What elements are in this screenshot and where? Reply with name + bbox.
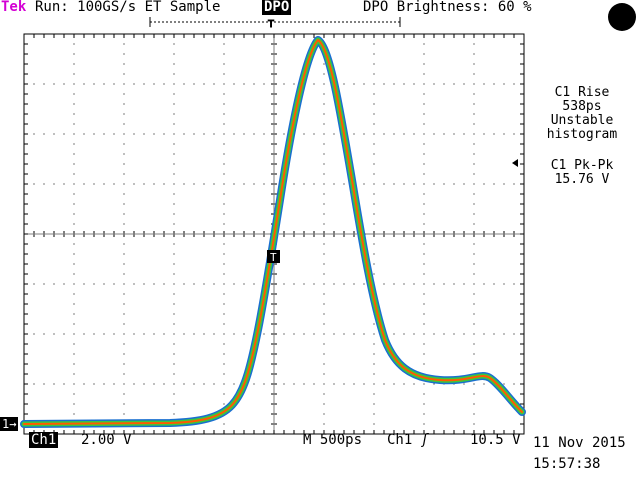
trigger-source-label: Ch1 xyxy=(387,432,413,448)
acquisition-status-indicator xyxy=(608,3,636,31)
rising-edge-icon: ʃ xyxy=(420,432,430,448)
measurement-rise: C1 Rise 538ps Unstable histogram xyxy=(527,86,637,142)
waveform-layer-2 xyxy=(23,39,523,425)
channel-label[interactable]: Ch1 xyxy=(29,432,59,448)
dpo-brightness: DPO Brightness: 60 % xyxy=(363,0,532,15)
timebase: M 500ps xyxy=(303,432,363,448)
trigger-marker[interactable]: T xyxy=(267,250,280,264)
ch1-ground-marker[interactable]: 1→ xyxy=(0,417,19,431)
measurement-pkpk-value: 15.76 V xyxy=(554,172,610,187)
waveform-layer-1 xyxy=(21,37,525,427)
reference-arrow-icon xyxy=(512,159,518,167)
measurement-pkpk-title: C1 Pk-Pk xyxy=(550,158,614,173)
measurement-rise-source: histogram xyxy=(546,127,618,142)
svg-text:T: T xyxy=(268,19,274,30)
measurement-rise-status: Unstable xyxy=(550,113,614,128)
measurement-rise-title: C1 Rise xyxy=(554,85,610,100)
waveform-trace xyxy=(20,36,526,428)
dpo-mode-badge[interactable]: DPO xyxy=(262,0,292,15)
svg-text:T: T xyxy=(270,251,277,264)
time-readout: 15:57:38 xyxy=(533,456,601,472)
trigger-level: 10.5 V xyxy=(470,432,521,448)
run-status: Run: 100GS/s ET Sample xyxy=(35,0,221,15)
graticule-grid xyxy=(23,33,525,435)
brand-label: Tek xyxy=(1,0,27,15)
measurement-pkpk: C1 Pk-Pk 15.76 V xyxy=(527,159,637,187)
trigger-source: Ch1 ʃ xyxy=(387,432,429,448)
measurement-rise-value: 538ps xyxy=(562,99,602,114)
vertical-scale: 2.00 V xyxy=(81,432,132,448)
date-readout: 11 Nov 2015 xyxy=(533,435,626,451)
trigger-position-bracket: T xyxy=(149,17,401,31)
